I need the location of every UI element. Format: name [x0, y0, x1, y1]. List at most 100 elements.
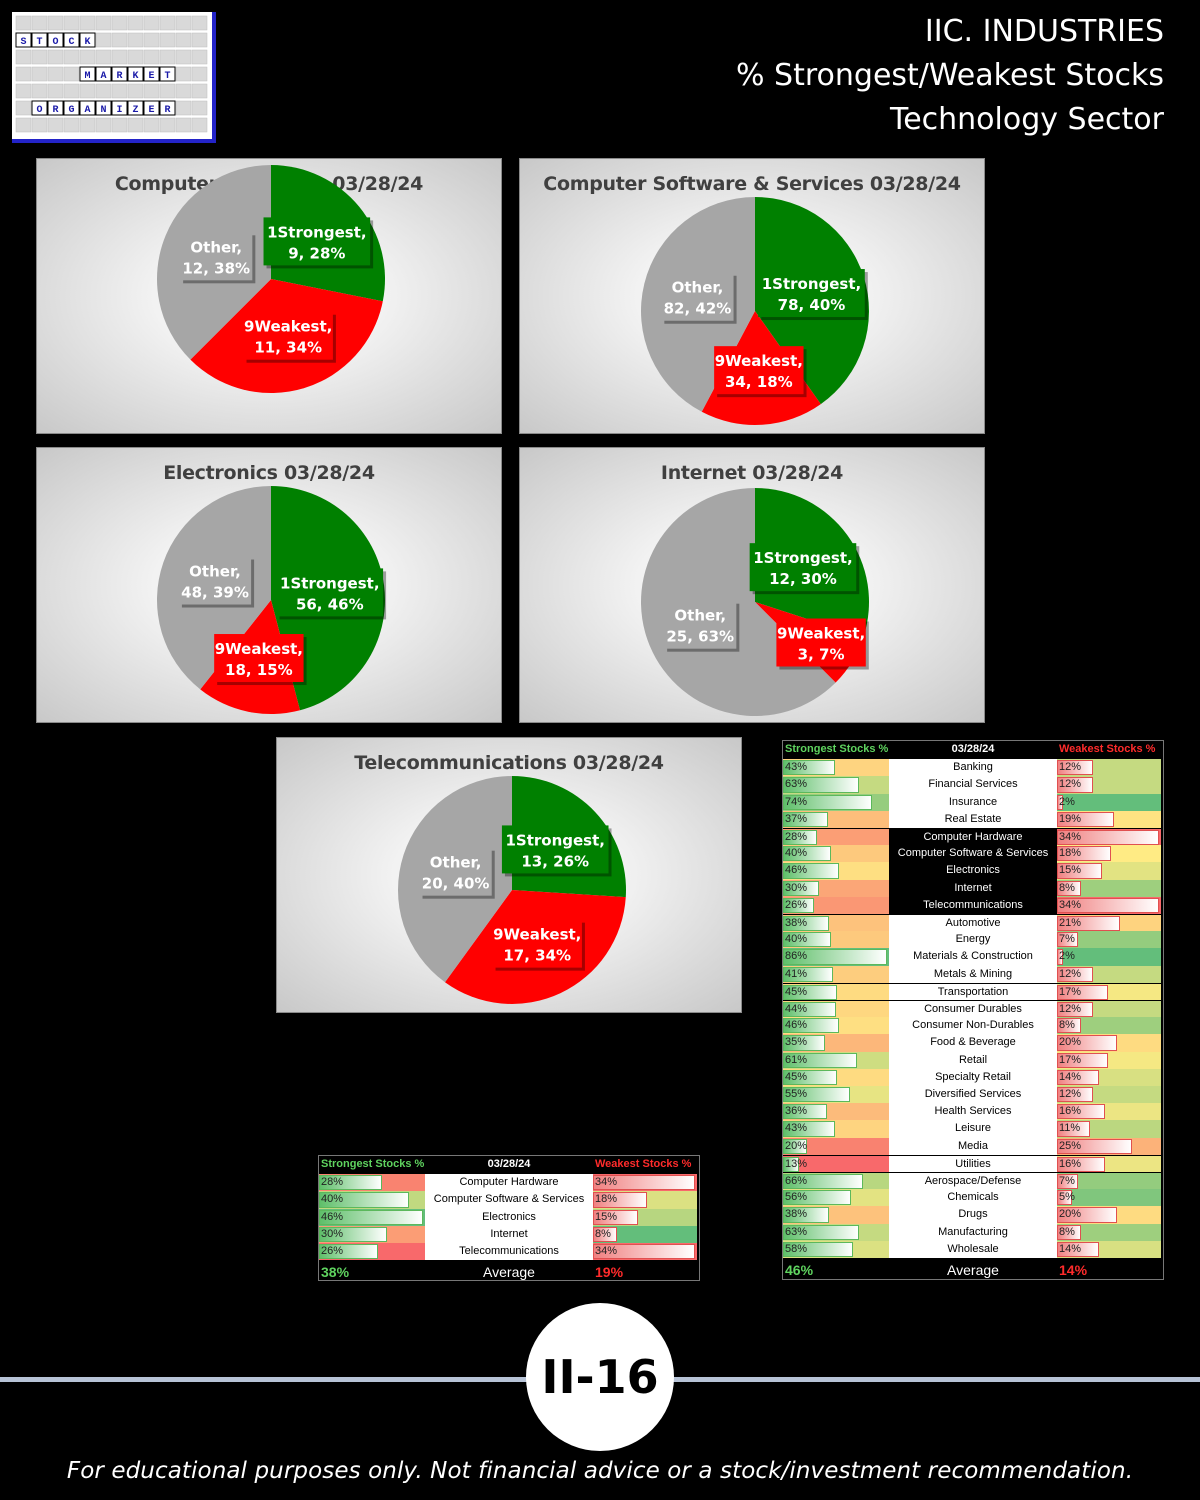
weakest-databar — [1057, 897, 1159, 913]
logo-grid-cell — [63, 15, 80, 31]
weakest-cell: 19% — [1057, 810, 1161, 828]
data-label-weakest: 9Weakest, 17, 34% — [492, 919, 585, 971]
weakest-cell: 12% — [1057, 776, 1161, 794]
weakest-databar — [1057, 1207, 1117, 1223]
strongest-databar — [319, 1192, 410, 1208]
strongest-cell: 38% — [783, 1206, 889, 1224]
strongest-value: 45% — [785, 985, 808, 998]
weakest-value: 18% — [595, 1193, 618, 1206]
logo-letter-box — [31, 32, 48, 48]
industry-name: Real Estate — [889, 810, 1057, 828]
industry-name: Electronics — [889, 862, 1057, 880]
logo-grid-cell — [95, 32, 112, 48]
svg-text:18, 15%: 18, 15% — [225, 661, 293, 679]
svg-text:17, 34%: 17, 34% — [503, 947, 571, 965]
industry-name: Metals & Mining — [889, 965, 1057, 983]
data-label-weakest: 9Weakest, 11, 34% — [243, 311, 336, 363]
strongest-value: 66% — [785, 1175, 808, 1187]
table-row: 37% Real Estate 19% — [783, 810, 1163, 828]
table-row: 66% Aerospace/Defense 7% — [783, 1172, 1163, 1191]
strongest-cell: 46% — [319, 1208, 425, 1226]
chart-title: Internet 03/28/24 — [660, 462, 844, 484]
svg-text:25, 63%: 25, 63% — [666, 628, 734, 646]
logo-grid-cell — [175, 83, 192, 99]
industry-name: Computer Software & Services — [425, 1191, 593, 1209]
strongest-cell: 58% — [783, 1240, 889, 1258]
logo-letter-box — [79, 66, 96, 82]
weakest-databar — [1057, 1174, 1078, 1190]
strongest-cell: 38% — [783, 915, 889, 933]
table-row: 43% Leisure 11% — [783, 1120, 1163, 1138]
industry-name: Internet — [425, 1225, 593, 1243]
industry-name: Health Services — [889, 1103, 1057, 1121]
strongest-databar — [783, 794, 873, 810]
average-label: Average — [483, 1264, 535, 1281]
pie-chart-internet: Internet 03/28/24 1Strongest, 12, 30% 9Wea… — [519, 447, 985, 723]
weakest-value: 8% — [595, 1227, 611, 1240]
strongest-value: 74% — [785, 795, 808, 808]
page-header: IIC. INDUSTRIES % Strongest/Weakest Stoc… — [736, 10, 1164, 142]
table-row: 20% Media 25% — [783, 1137, 1163, 1155]
logo-letter-box — [111, 66, 128, 82]
logo-letter: R — [164, 105, 170, 116]
strongest-value: 28% — [785, 831, 808, 843]
svg-text:Other,: Other, — [672, 279, 724, 297]
header-strongest: Strongest Stocks % — [321, 1158, 425, 1170]
table-row: 45% Specialty Retail 14% — [783, 1068, 1163, 1086]
weakest-value: 16% — [1059, 1157, 1082, 1170]
weakest-value: 7% — [1059, 933, 1075, 946]
average-row: 38% Average 19% — [319, 1262, 699, 1282]
weakest-cell: 14% — [1057, 1068, 1161, 1086]
weakest-value: 34% — [1059, 898, 1082, 911]
logo-grid-cell — [143, 49, 160, 65]
strongest-cell: 41% — [783, 965, 889, 983]
logo-grid-cell — [15, 66, 32, 82]
weakest-value: 17% — [1059, 1053, 1082, 1066]
weakest-databar — [1057, 932, 1078, 948]
svg-text:1Strongest,: 1Strongest, — [267, 223, 367, 241]
average-strongest: 46% — [785, 1262, 814, 1278]
svg-text:Other,: Other, — [430, 854, 482, 872]
weakest-databar — [1057, 777, 1093, 793]
logo-grid-cell — [31, 66, 48, 82]
strongest-value: 26% — [321, 1245, 344, 1257]
weakest-cell: 8% — [1057, 1223, 1161, 1241]
weakest-databar — [593, 1175, 695, 1191]
weakest-cell: 21% — [1057, 915, 1161, 933]
strongest-cell: 44% — [783, 1001, 889, 1019]
strongest-cell: 37% — [783, 810, 889, 828]
table-row: 46% Consumer Non-Durables 8% — [783, 1017, 1163, 1035]
strongest-cell: 56% — [783, 1189, 889, 1207]
logo-grid-cell — [175, 100, 192, 116]
svg-text:56, 46%: 56, 46% — [296, 595, 364, 613]
strongest-value: 38% — [785, 917, 808, 929]
technology-sector-table: Strongest Stocks % 03/28/24 Weakest Stocks… — [318, 1155, 700, 1281]
strongest-value: 46% — [785, 864, 808, 877]
logo-letter-box — [63, 100, 80, 116]
industry-name: Wholesale — [889, 1240, 1057, 1258]
weakest-databar — [1057, 830, 1159, 846]
page-number-badge: II-16 — [526, 1303, 674, 1451]
logo-grid-cell — [47, 117, 64, 133]
weakest-databar — [1057, 1156, 1105, 1172]
strongest-databar — [783, 1087, 850, 1103]
strongest-databar — [783, 880, 820, 896]
weakest-value: 20% — [1059, 1036, 1082, 1049]
weakest-cell: 20% — [1057, 1206, 1161, 1224]
logo-letter: A — [84, 105, 90, 116]
logo-letter-box — [79, 100, 96, 116]
industry-name: Banking — [889, 759, 1057, 777]
weakest-databar — [1057, 1069, 1099, 1085]
logo-grid-cell — [15, 100, 32, 116]
industry-name: Media — [889, 1137, 1057, 1155]
weakest-value: 11% — [1059, 1122, 1081, 1135]
strongest-value: 20% — [785, 1139, 808, 1152]
strongest-databar — [783, 1207, 829, 1223]
table-row: 86% Materials & Construction 2% — [783, 948, 1163, 966]
logo-grid-cell — [191, 83, 208, 99]
logo-grid-cell — [175, 32, 192, 48]
logo-letter-box — [143, 100, 160, 116]
svg-text:3, 7%: 3, 7% — [798, 646, 845, 664]
weakest-databar — [1057, 916, 1120, 932]
